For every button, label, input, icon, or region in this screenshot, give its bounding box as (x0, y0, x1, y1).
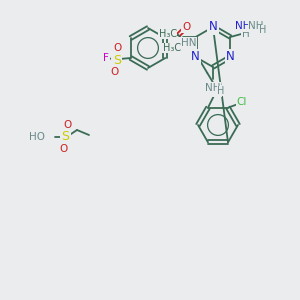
Text: Cl: Cl (237, 97, 247, 107)
Text: N: N (208, 20, 217, 34)
Text: O: O (114, 43, 122, 53)
Text: S: S (113, 53, 121, 67)
Text: F: F (103, 53, 109, 63)
Text: O: O (59, 144, 67, 154)
Text: NH: NH (248, 21, 264, 31)
Text: HN: HN (181, 38, 196, 48)
Text: N: N (226, 50, 235, 64)
Text: H: H (217, 86, 225, 96)
Text: O: O (182, 22, 190, 32)
Text: S: S (61, 130, 69, 143)
Text: H₃C: H₃C (159, 29, 177, 39)
Text: O: O (111, 67, 119, 77)
Text: H₃C: H₃C (163, 43, 181, 53)
Text: NH: NH (235, 21, 250, 31)
Text: H: H (259, 25, 267, 35)
Text: N: N (191, 50, 200, 64)
Text: O: O (63, 120, 71, 130)
Text: O: O (212, 86, 221, 96)
Text: NH: NH (205, 83, 221, 93)
Text: H: H (242, 29, 250, 39)
Text: HO: HO (29, 132, 45, 142)
